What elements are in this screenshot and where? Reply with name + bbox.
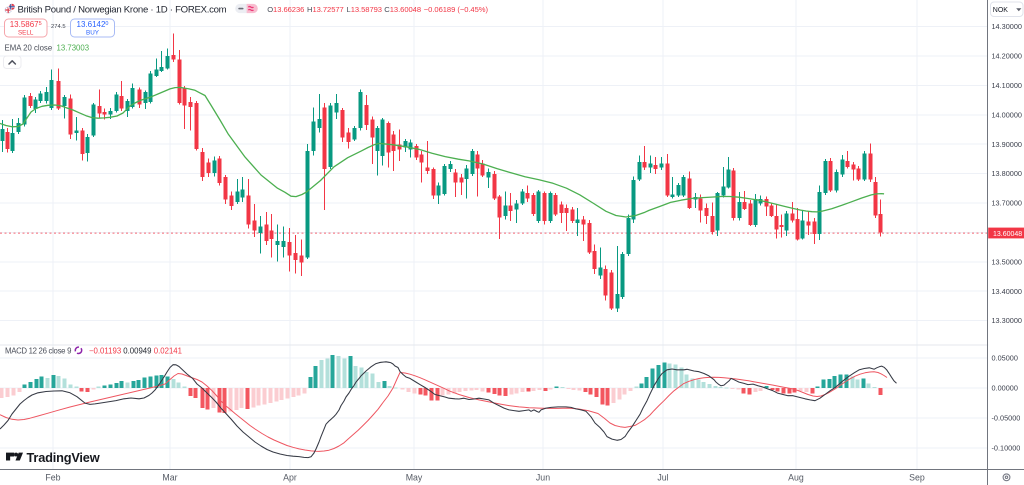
svg-text:13.30000: 13.30000 xyxy=(992,316,1022,325)
svg-text:Mar: Mar xyxy=(162,472,177,482)
svg-text:Jul: Jul xyxy=(657,472,668,482)
svg-text:274.5: 274.5 xyxy=(51,24,66,30)
svg-text:−0.01193: −0.01193 xyxy=(89,346,121,355)
svg-text:H13.72577: H13.72577 xyxy=(307,5,344,14)
svg-text:MACD 12 26 close 9: MACD 12 26 close 9 xyxy=(5,346,71,355)
svg-text:-0.10000: -0.10000 xyxy=(992,444,1021,453)
svg-text:13.90000: 13.90000 xyxy=(992,140,1022,149)
svg-text:13.80000: 13.80000 xyxy=(992,169,1022,178)
svg-text:May: May xyxy=(406,472,423,482)
svg-text:13.50000: 13.50000 xyxy=(992,257,1022,266)
svg-text:0.00000: 0.00000 xyxy=(992,384,1018,393)
svg-text:Apr: Apr xyxy=(283,472,297,482)
svg-text:C13.60048: C13.60048 xyxy=(384,5,421,14)
svg-text:13.70000: 13.70000 xyxy=(992,199,1022,208)
svg-text:L13.58793: L13.58793 xyxy=(347,5,382,14)
svg-text:Feb: Feb xyxy=(45,472,60,482)
svg-text:NOK: NOK xyxy=(993,7,1009,14)
svg-text:TradingView: TradingView xyxy=(27,450,100,465)
svg-text:14.10000: 14.10000 xyxy=(992,81,1022,90)
svg-text:0.00949: 0.00949 xyxy=(123,346,151,355)
svg-text:13.40000: 13.40000 xyxy=(992,287,1022,296)
svg-text:14.00000: 14.00000 xyxy=(992,110,1022,119)
svg-text:EMA 20 close 13.73003: EMA 20 close 13.73003 xyxy=(5,44,90,53)
svg-text:SELL: SELL xyxy=(18,30,34,37)
svg-text:0.05000: 0.05000 xyxy=(992,354,1018,363)
svg-text:BUY: BUY xyxy=(86,30,100,37)
svg-text:13.58675: 13.58675 xyxy=(10,20,42,29)
svg-text:Jun: Jun xyxy=(536,472,550,482)
svg-text:−0.06189 (−0.45%): −0.06189 (−0.45%) xyxy=(424,5,489,14)
svg-text:14.30000: 14.30000 xyxy=(992,22,1022,31)
svg-text:British Pound / Norwegian Kron: British Pound / Norwegian Krone · 1D · F… xyxy=(18,4,227,15)
svg-text:Aug: Aug xyxy=(788,472,804,482)
svg-text:0.02141: 0.02141 xyxy=(154,346,182,355)
svg-text:-0.05000: -0.05000 xyxy=(992,414,1021,423)
svg-text:Sep: Sep xyxy=(909,472,925,482)
svg-text:13.61420: 13.61420 xyxy=(77,20,109,29)
svg-text:O13.66236: O13.66236 xyxy=(267,5,304,14)
svg-text:13.60048: 13.60048 xyxy=(993,231,1022,238)
svg-text:14.20000: 14.20000 xyxy=(992,52,1022,61)
